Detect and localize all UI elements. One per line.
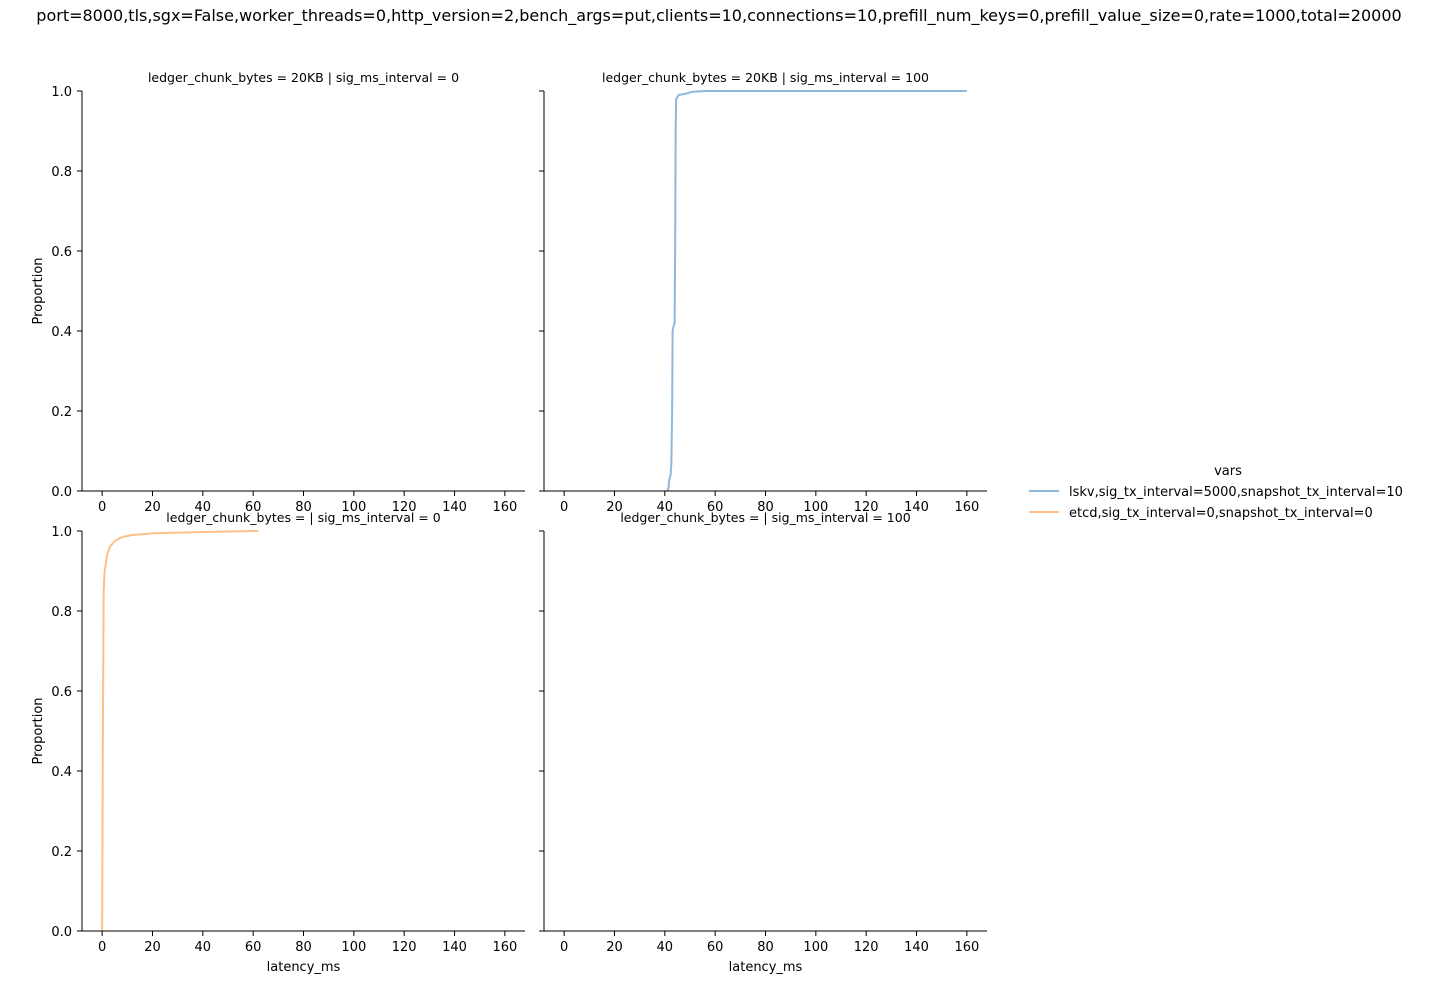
panel-title: ledger_chunk_bytes = 20KB | sig_ms_inter…: [602, 70, 929, 85]
x-tick-label: 40: [195, 940, 212, 955]
x-tick-label: 0: [98, 500, 106, 515]
x-tick-label: 140: [442, 500, 467, 515]
y-axis-label: Proportion: [31, 257, 46, 324]
y-tick-label: 0.0: [51, 485, 72, 500]
x-tick-label: 0: [98, 940, 106, 955]
x-tick-label: 120: [392, 500, 417, 515]
legend-entry-1: etcd,sig_tx_interval=0,snapshot_tx_inter…: [1069, 506, 1373, 521]
panel-2: ledger_chunk_bytes = | sig_ms_interval =…: [31, 510, 525, 975]
x-tick-label: 80: [295, 500, 312, 515]
x-tick-label: 20: [144, 940, 161, 955]
y-tick-label: 0.6: [51, 245, 72, 260]
y-tick-label: 0.4: [51, 325, 72, 340]
x-tick-label: 140: [904, 940, 929, 955]
x-tick-label: 160: [954, 940, 979, 955]
y-tick-label: 0.2: [51, 405, 72, 420]
x-tick-label: 100: [803, 500, 828, 515]
x-axis-label: latency_ms: [267, 960, 341, 975]
legend: vars lskv,sig_tx_interval=5000,snapshot_t…: [1029, 464, 1403, 521]
x-tick-label: 80: [295, 940, 312, 955]
y-tick-label: 0.8: [51, 605, 72, 620]
x-tick-label: 140: [442, 940, 467, 955]
panel-1: ledger_chunk_bytes = 20KB | sig_ms_inter…: [539, 70, 987, 515]
x-tick-label: 120: [854, 500, 879, 515]
panel-3: ledger_chunk_bytes = | sig_ms_interval =…: [539, 510, 987, 975]
panel-title: ledger_chunk_bytes = | sig_ms_interval =…: [620, 510, 910, 525]
legend-entry-0: lskv,sig_tx_interval=5000,snapshot_tx_in…: [1069, 485, 1403, 500]
x-tick-label: 160: [954, 500, 979, 515]
y-tick-label: 0.8: [51, 165, 72, 180]
x-tick-label: 80: [757, 500, 774, 515]
figure-suptitle: port=8000,tls,sgx=False,worker_threads=0…: [36, 6, 1402, 25]
panel-0: ledger_chunk_bytes = 20KB | sig_ms_inter…: [31, 70, 525, 515]
x-tick-label: 60: [707, 940, 724, 955]
panel-title: ledger_chunk_bytes = | sig_ms_interval =…: [166, 510, 440, 525]
x-tick-label: 60: [245, 500, 262, 515]
x-tick-label: 100: [803, 940, 828, 955]
x-axis-label: latency_ms: [729, 960, 803, 975]
legend-title: vars: [1214, 464, 1242, 479]
y-tick-label: 0.4: [51, 765, 72, 780]
y-tick-label: 0.2: [51, 845, 72, 860]
y-tick-label: 0.6: [51, 685, 72, 700]
x-tick-label: 20: [606, 500, 623, 515]
x-tick-label: 160: [492, 500, 517, 515]
x-tick-label: 40: [657, 940, 674, 955]
x-tick-label: 0: [560, 940, 568, 955]
x-tick-label: 160: [492, 940, 517, 955]
ecdf-line-1: [101, 530, 259, 932]
x-tick-label: 20: [606, 940, 623, 955]
x-tick-label: 120: [392, 940, 417, 955]
y-tick-label: 1.0: [51, 85, 72, 100]
x-tick-label: 60: [245, 940, 262, 955]
x-tick-label: 20: [144, 500, 161, 515]
x-tick-label: 40: [657, 500, 674, 515]
x-tick-label: 120: [854, 940, 879, 955]
y-tick-label: 0.0: [51, 925, 72, 940]
x-tick-label: 140: [904, 500, 929, 515]
y-axis-label: Proportion: [31, 697, 46, 764]
x-tick-label: 100: [341, 500, 366, 515]
panels-layer: ledger_chunk_bytes = 20KB | sig_ms_inter…: [31, 70, 987, 975]
x-tick-label: 60: [707, 500, 724, 515]
x-tick-label: 40: [195, 500, 212, 515]
x-tick-label: 100: [341, 940, 366, 955]
panel-title: ledger_chunk_bytes = 20KB | sig_ms_inter…: [148, 70, 459, 85]
x-tick-label: 0: [560, 500, 568, 515]
y-tick-label: 1.0: [51, 525, 72, 540]
ecdf-line-0: [666, 90, 967, 492]
x-tick-label: 80: [757, 940, 774, 955]
